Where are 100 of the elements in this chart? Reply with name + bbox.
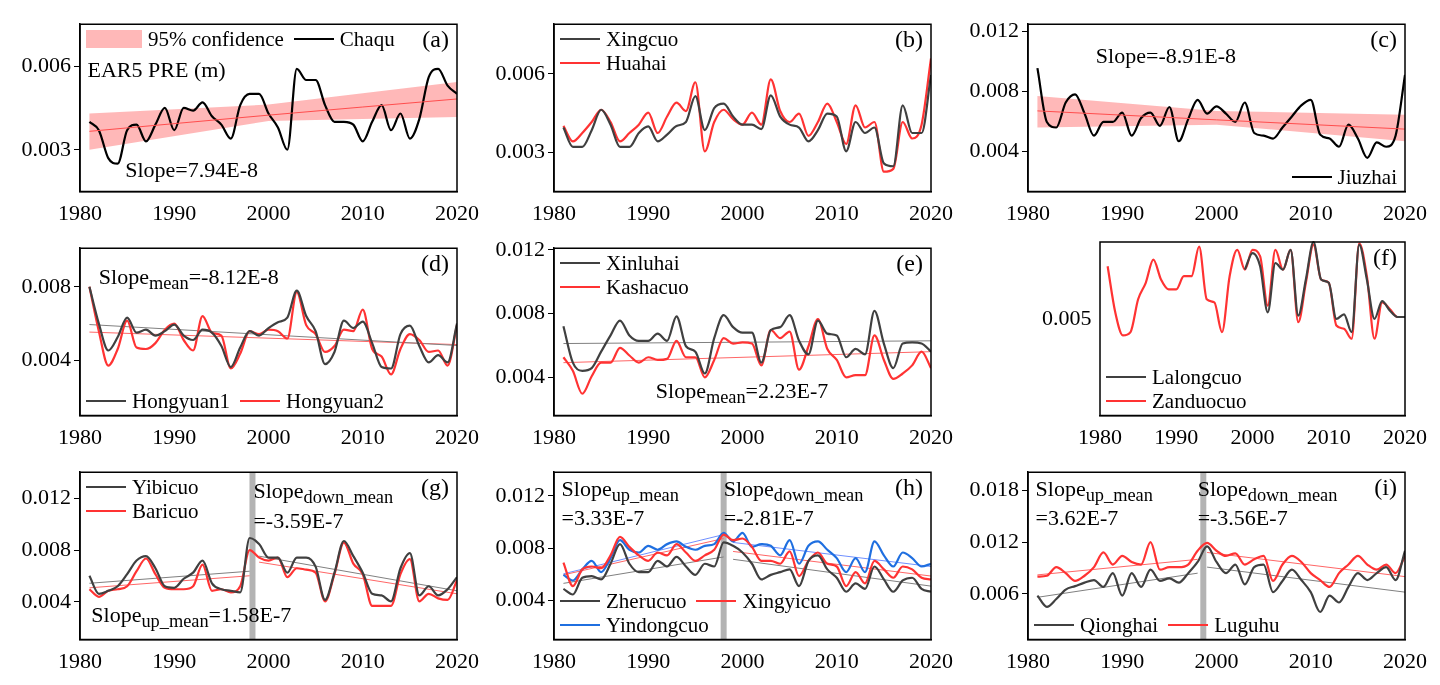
- legend-label: Luguhu: [1214, 612, 1280, 637]
- y-tick-label: 0.006: [969, 579, 1019, 605]
- x-tick-label: 1990: [1154, 423, 1199, 449]
- x-tick-label: 1990: [152, 199, 197, 225]
- x-tick-label: 1980: [58, 647, 102, 673]
- x-tick-label: 2000: [246, 647, 291, 673]
- legend-label: Zanduocuo: [1152, 388, 1247, 413]
- legend-label: Zherucuo: [606, 588, 687, 613]
- y-tick-label: 0.012: [969, 17, 1019, 43]
- y-tick-label: 0.006: [21, 51, 71, 77]
- legend-label: Baricuo: [132, 499, 199, 524]
- x-tick-label: 1980: [532, 423, 576, 449]
- x-tick-label: 1980: [532, 647, 576, 673]
- y-tick-label: 0.008: [495, 533, 545, 559]
- x-tick-label: 1990: [626, 423, 671, 449]
- annotation: Slope$_{down_mean}$: [723, 476, 864, 506]
- y-tick-label: 0.004: [21, 346, 71, 372]
- x-tick-label: 1980: [1078, 423, 1122, 449]
- x-tick-label: 2020: [1383, 423, 1427, 449]
- x-tick-label: 2000: [246, 199, 291, 225]
- annotation: =-3.56E-7: [1197, 504, 1288, 530]
- annotation: =3.62E-7: [1035, 504, 1119, 530]
- x-tick-label: 1990: [152, 423, 197, 449]
- y-tick-label: 0.012: [495, 481, 545, 507]
- x-tick-label: 2020: [909, 199, 953, 225]
- chart-title: (i): [1374, 474, 1397, 502]
- x-tick-label: 1980: [1006, 199, 1050, 225]
- y-tick-label: 0.008: [969, 77, 1019, 103]
- x-tick-label: 2020: [435, 423, 479, 449]
- y-tick-label: 0.004: [495, 363, 545, 389]
- chart-title: (b): [895, 26, 923, 54]
- x-tick-label: 1990: [626, 199, 671, 225]
- legend-label: 95% confidence: [148, 27, 284, 52]
- x-tick-label: 1980: [58, 199, 102, 225]
- y-tick-label: 0.006: [495, 59, 545, 85]
- x-tick-label: 2000: [720, 423, 765, 449]
- legend-label: Xingcuo: [606, 27, 679, 52]
- chart-title: (a): [422, 26, 449, 54]
- x-tick-label: 2020: [909, 647, 953, 673]
- y-tick-label: 0.008: [495, 299, 545, 325]
- y-tick-label: 0.012: [495, 235, 545, 261]
- line-series: [562, 309, 931, 375]
- line-series: [1036, 545, 1405, 614]
- legend-label: Kashacuo: [606, 275, 689, 300]
- legend-label: Yindongcuo: [606, 612, 709, 637]
- chart-title: (c): [1370, 26, 1397, 54]
- y-tick-label: 0.004: [21, 587, 71, 613]
- x-tick-label: 2010: [1306, 423, 1351, 449]
- legend-label: Xinluhai: [606, 251, 680, 276]
- annotation: Slope$_{down_mean}$: [253, 477, 394, 510]
- annotation: Slope$_{up_mean}$: [1035, 476, 1153, 506]
- x-tick-label: 2020: [1383, 647, 1427, 673]
- y-tick-label: 0.003: [21, 135, 71, 161]
- legend-label: Hongyuan2: [286, 388, 384, 413]
- annotation: Slope=-8.91E-8: [1095, 43, 1236, 69]
- x-tick-label: 2010: [814, 199, 859, 225]
- chart-title: (e): [896, 250, 923, 278]
- x-tick-label: 2010: [814, 423, 859, 449]
- x-tick-label: 1980: [58, 423, 102, 449]
- x-tick-label: 2000: [1194, 199, 1239, 225]
- y-tick-label: 0.012: [21, 483, 71, 509]
- x-tick-label: 2020: [435, 647, 479, 673]
- x-tick-label: 1980: [1006, 647, 1050, 673]
- legend-label: Chaqu: [339, 27, 395, 52]
- chart-title: (d): [421, 250, 449, 278]
- x-tick-label: 2000: [1194, 647, 1239, 673]
- x-tick-label: 2010: [340, 199, 385, 225]
- x-tick-label: 2000: [720, 647, 765, 673]
- annotation: Slope$_{up_mean}$=1.58E-7: [91, 601, 292, 634]
- annotation: Slope=7.94E-8: [125, 157, 259, 183]
- annotation: EAR5 PRE (m): [87, 56, 226, 82]
- x-tick-label: 2000: [246, 423, 291, 449]
- y-tick-label: 0.008: [21, 272, 71, 298]
- legend-label: Huahai: [606, 51, 667, 76]
- x-tick-label: 2010: [1288, 199, 1333, 225]
- y-tick-label: 0.012: [969, 527, 1019, 553]
- x-tick-label: 1980: [532, 199, 576, 225]
- annotation: =3.33E-7: [561, 504, 645, 530]
- line-series: [562, 541, 931, 596]
- annotation: =-2.81E-7: [723, 504, 814, 530]
- text: 0.005: [1042, 305, 1092, 331]
- annotation: Slope$_{mean}$=-8.12E-8: [98, 263, 279, 296]
- chart-title: (g): [421, 474, 449, 502]
- x-tick-label: 2020: [909, 423, 953, 449]
- y-tick-label: 0.008: [21, 535, 71, 561]
- y-tick-label: 0.004: [969, 137, 1019, 163]
- x-tick-label: 2010: [340, 647, 385, 673]
- x-tick-label: 2000: [720, 199, 765, 225]
- x-tick-label: 2000: [1230, 423, 1275, 449]
- x-tick-label: 2020: [1383, 199, 1427, 225]
- legend-label: Lalongcuo: [1152, 364, 1242, 389]
- y-tick-label: 0.018: [969, 476, 1019, 502]
- x-tick-label: 1990: [1100, 199, 1145, 225]
- x-tick-label: 1990: [626, 647, 671, 673]
- legend-label: Jiuzhai: [1337, 164, 1397, 189]
- x-tick-label: 1990: [1100, 647, 1145, 673]
- legend-label: Yibicuo: [132, 475, 199, 500]
- legend-label: Qionghai: [1080, 612, 1159, 637]
- annotation: Slope$_{mean}$=2.23E-7: [655, 377, 829, 410]
- x-tick-label: 1990: [152, 647, 197, 673]
